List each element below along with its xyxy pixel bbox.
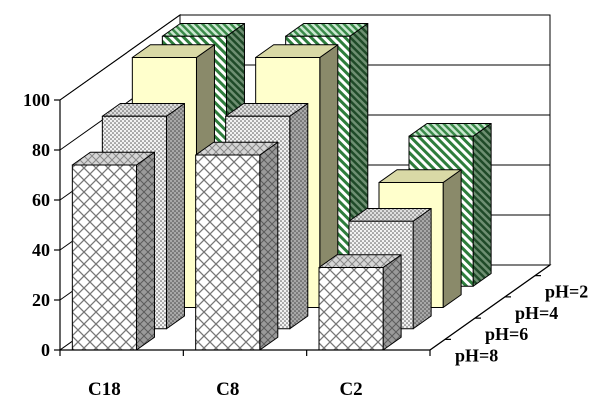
bar-side — [289, 103, 309, 330]
bar-side — [165, 103, 185, 330]
y-tick-label-80: 80 — [32, 140, 50, 160]
bar-c8-ph-8 — [195, 141, 279, 351]
bar-front — [71, 164, 137, 351]
depth-axis-line — [429, 264, 551, 351]
y-tick-label-0: 0 — [41, 340, 50, 360]
gridline-100 — [59, 14, 550, 101]
bar-c18-ph-8 — [71, 151, 155, 351]
depth-label-ph-6: pH=6 — [485, 324, 528, 344]
bar-side — [259, 141, 279, 351]
x-tick-label-c2: C2 — [339, 379, 362, 400]
depth-label-ph-8: pH=8 — [455, 345, 498, 365]
bar-side — [472, 123, 492, 287]
y-tick-label-40: 40 — [32, 240, 50, 260]
bar-side — [135, 151, 155, 351]
bar-front — [318, 267, 384, 351]
y-tick-label-20: 20 — [32, 290, 50, 310]
bars — [71, 23, 492, 351]
depth-label-ph-2: pH=2 — [545, 282, 588, 302]
x-tick-label-c18: C18 — [88, 379, 121, 400]
bar-side — [412, 208, 432, 330]
axes — [54, 99, 551, 356]
bar-side — [382, 254, 402, 351]
bar-side — [442, 169, 462, 308]
bar-c2-ph-8 — [318, 254, 402, 351]
y-tick-label-100: 100 — [23, 90, 50, 110]
axis-labels: 0 20 40 60 80 100 C18 C8 C2 pH=8pH=6pH=4pH=2 — [23, 90, 588, 400]
depth-label-ph-4: pH=4 — [515, 303, 558, 323]
y-tick-label-60: 60 — [32, 190, 50, 210]
x-tick-label-c8: C8 — [216, 379, 239, 400]
bar-front — [195, 154, 261, 351]
